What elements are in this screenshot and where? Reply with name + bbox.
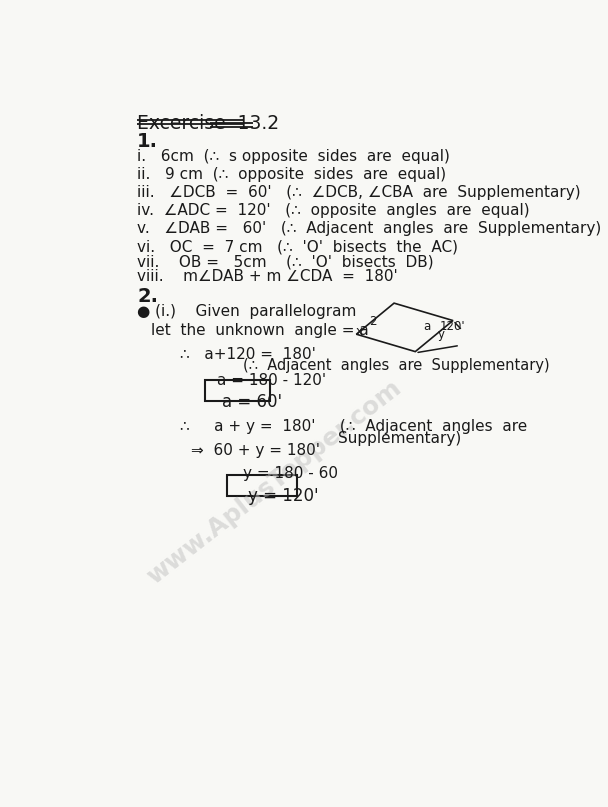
Text: 2.: 2. bbox=[137, 287, 158, 306]
Text: vi.   OC  =  7 cm   (∴  'O'  bisects  the  AC): vi. OC = 7 cm (∴ 'O' bisects the AC) bbox=[137, 239, 458, 254]
Text: viii.    m∠DAB + m ∠CDA  =  180': viii. m∠DAB + m ∠CDA = 180' bbox=[137, 269, 398, 284]
Text: vii.    OB =   5cm    (∴  'O'  bisects  DB): vii. OB = 5cm (∴ 'O' bisects DB) bbox=[137, 254, 434, 269]
Text: 2: 2 bbox=[369, 316, 376, 328]
Text: ⇒  60 + y = 180': ⇒ 60 + y = 180' bbox=[192, 443, 320, 458]
Text: ∴     a + y =  180'     (∴  Adjacent  angles  are: ∴ a + y = 180' (∴ Adjacent angles are bbox=[180, 420, 527, 434]
Text: v.   ∠DAB =   60'   (∴  Adjacent  angles  are  Supplementary): v. ∠DAB = 60' (∴ Adjacent angles are Sup… bbox=[137, 221, 601, 236]
Text: iv.  ∠ADC =  120'   (∴  opposite  angles  are  equal): iv. ∠ADC = 120' (∴ opposite angles are e… bbox=[137, 203, 530, 218]
Text: a = 60': a = 60' bbox=[222, 393, 282, 411]
Text: Supplementary): Supplementary) bbox=[337, 431, 461, 446]
Text: 120': 120' bbox=[440, 320, 466, 333]
Text: www.AplusTopper.com: www.AplusTopper.com bbox=[142, 375, 406, 589]
Text: i.   6cm  (∴  s opposite  sides  are  equal): i. 6cm (∴ s opposite sides are equal) bbox=[137, 149, 450, 164]
Text: ● (i.)    Given  parallelogram: ● (i.) Given parallelogram bbox=[137, 303, 357, 319]
Text: a: a bbox=[423, 320, 430, 333]
Text: ∴   a+120 =  180': ∴ a+120 = 180' bbox=[180, 347, 316, 362]
Text: x: x bbox=[355, 325, 362, 338]
Text: iii.   ∠DCB  =  60'   (∴  ∠DCB, ∠CBA  are  Supplementary): iii. ∠DCB = 60' (∴ ∠DCB, ∠CBA are Supple… bbox=[137, 185, 581, 200]
Text: (∴  Adjacent  angles  are  Supplementary): (∴ Adjacent angles are Supplementary) bbox=[243, 358, 550, 373]
Text: ii.   9 cm  (∴  opposite  sides  are  equal): ii. 9 cm (∴ opposite sides are equal) bbox=[137, 167, 446, 182]
Text: a = 180 - 120': a = 180 - 120' bbox=[218, 373, 326, 387]
Text: 1.: 1. bbox=[137, 132, 158, 151]
Text: Excercise  13.2: Excercise 13.2 bbox=[137, 115, 280, 133]
Text: y = 180 - 60: y = 180 - 60 bbox=[243, 466, 338, 481]
Text: y = 120': y = 120' bbox=[248, 487, 319, 505]
Text: let  the  unknown  angle = a: let the unknown angle = a bbox=[151, 323, 369, 338]
Text: y: y bbox=[438, 328, 444, 341]
